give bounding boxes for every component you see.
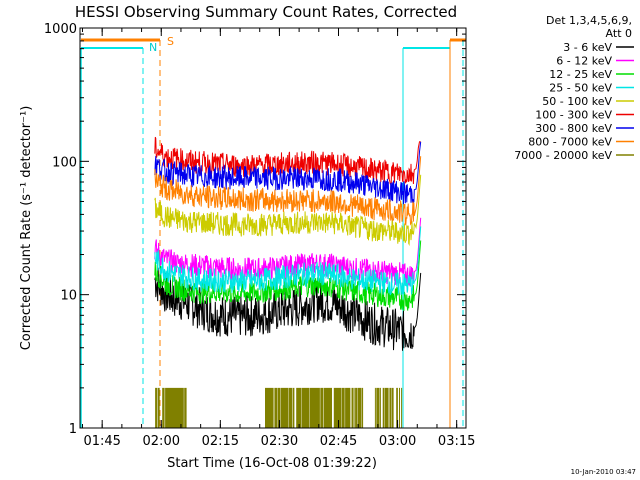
x-tick-label: 03:00 <box>379 434 416 449</box>
legend-label: 50 - 100 keV <box>542 95 612 108</box>
legend-label: 300 - 800 keV <box>535 122 612 135</box>
series-8 <box>155 387 403 428</box>
series-line <box>154 136 421 185</box>
y-tick-label: 10 <box>60 289 77 304</box>
legend-label: 25 - 50 keV <box>549 82 612 95</box>
y-tick-label: 100 <box>52 155 77 170</box>
y-tick-label: 1 <box>69 422 77 437</box>
legend-label: 6 - 12 keV <box>556 55 612 68</box>
saa-annotation: S <box>167 35 174 48</box>
series-line <box>154 240 422 311</box>
legend-header-line-1: Det 1,3,4,5,6,9, <box>546 14 632 27</box>
series-2 <box>154 240 422 311</box>
series-5 <box>154 136 421 185</box>
x-tick-label: 02:15 <box>202 434 239 449</box>
y-ticks: 1 10 100 1000 <box>44 22 466 437</box>
series-line <box>154 156 422 226</box>
legend-label: 3 - 6 keV <box>563 41 612 54</box>
plot-frame <box>79 27 467 429</box>
series-line <box>154 267 422 351</box>
x-tick-label: 02:45 <box>320 434 357 449</box>
x-tick-label: 03:15 <box>438 434 475 449</box>
series-0 <box>154 267 422 351</box>
x-tick-label: 01:45 <box>83 434 120 449</box>
x-tick-label: 02:30 <box>261 434 298 449</box>
series-line <box>154 141 422 205</box>
series-7 <box>154 156 422 226</box>
x-axis-label: Start Time (16-Oct-08 01:39:22) <box>167 456 377 471</box>
legend-label: 100 - 300 keV <box>535 109 612 122</box>
series-group <box>154 136 422 428</box>
series-line <box>154 226 422 296</box>
night-annotation: N <box>149 41 157 54</box>
x-ticks: 01:45 02:00 02:15 02:30 02:45 03:00 03:15 <box>81 28 475 449</box>
series-4 <box>154 174 422 247</box>
x-tick-label: 02:00 <box>143 434 180 449</box>
legend-label: 7000 - 20000 keV <box>514 149 612 162</box>
timestamp: 10-Jan-2010 03:47 <box>571 468 636 476</box>
y-tick-label: 1000 <box>44 22 77 37</box>
series-3 <box>154 226 422 296</box>
series-6 <box>154 141 422 205</box>
series-line <box>154 174 422 247</box>
annotations: S N <box>149 35 174 54</box>
chart-title: HESSI Observing Summary Count Rates, Cor… <box>75 3 457 21</box>
legend-header-line-2: Att 0 <box>606 27 632 40</box>
series-line <box>155 387 403 428</box>
y-axis-label: Corrected Count Rate (s⁻¹ detector⁻¹) <box>19 106 34 351</box>
legend-label: 800 - 7000 keV <box>528 136 612 149</box>
saa-markers <box>81 38 466 428</box>
legend-label: 12 - 25 keV <box>549 68 612 81</box>
